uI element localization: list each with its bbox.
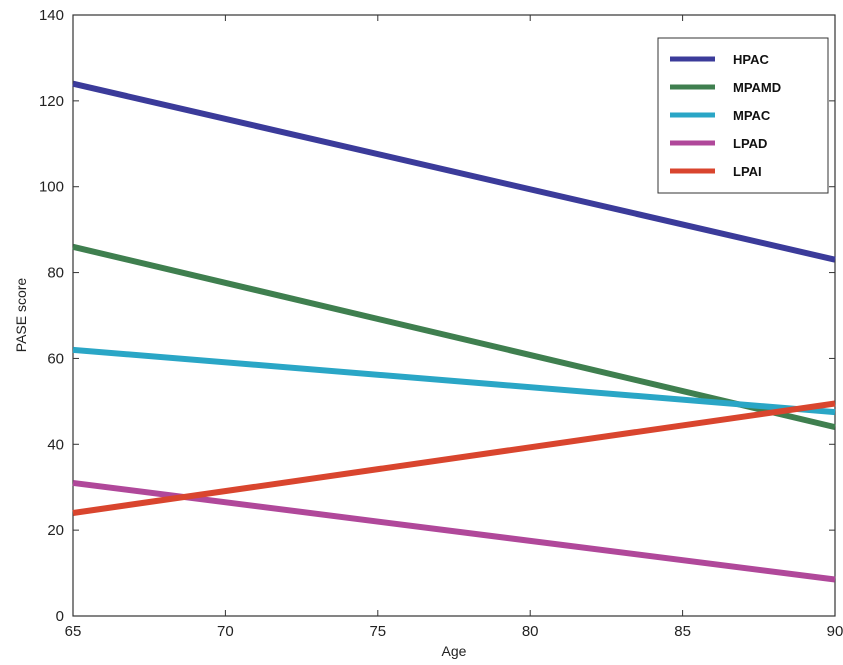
- legend: HPAC MPAMD MPAC LPAD LPAI: [657, 37, 829, 194]
- series-lines: [72, 80, 836, 583]
- series-line-lpad: [72, 479, 836, 583]
- x-tick-label: 65: [65, 623, 82, 640]
- legend-label-mpamd: MPAMD: [733, 80, 781, 95]
- legend-label-lpai: LPAI: [733, 164, 762, 179]
- x-tick-label: 85: [674, 623, 691, 640]
- y-tick-label: 140: [39, 7, 64, 24]
- y-tick-label: 60: [47, 350, 64, 367]
- x-tick-label: 90: [827, 623, 843, 640]
- axes: [72, 14, 836, 617]
- y-tick-label: 40: [47, 436, 64, 453]
- series-line-lpai: [72, 400, 836, 516]
- series-line-mpamd: [72, 243, 836, 431]
- y-tick-label: 20: [47, 522, 64, 539]
- y-tick-label: 100: [39, 179, 64, 196]
- legend-label-mpac: MPAC: [733, 108, 771, 123]
- y-tick-label: 120: [39, 93, 64, 110]
- ticks: 65 70 75 80 85 90 0 20 40 60 80 100 120 140: [39, 7, 843, 640]
- x-axis-label: Age: [442, 643, 467, 659]
- x-tick-label: 80: [522, 623, 539, 640]
- x-tick-label: 70: [217, 623, 234, 640]
- plot-frame: [72, 14, 836, 617]
- series-line-hpac: [72, 80, 836, 263]
- series-line-mpac: [72, 346, 836, 416]
- y-tick-label: 80: [47, 265, 64, 282]
- legend-label-hpac: HPAC: [733, 52, 769, 67]
- x-tick-label: 75: [369, 623, 386, 640]
- y-tick-label: 0: [56, 608, 64, 625]
- legend-label-lpad: LPAD: [733, 136, 767, 151]
- y-axis-label: PASE score: [13, 278, 29, 353]
